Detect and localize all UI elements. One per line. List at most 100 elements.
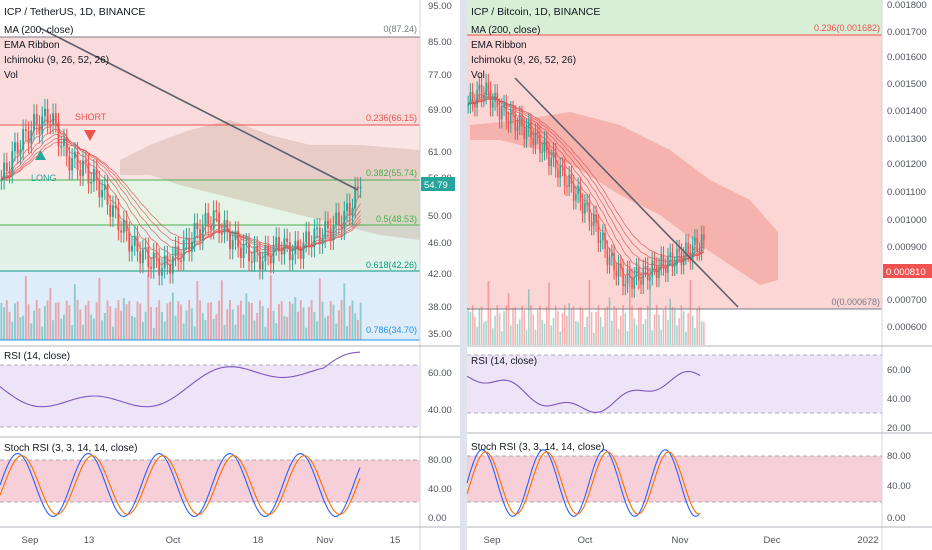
right-ytick: 0.001600 <box>887 52 927 63</box>
volume-bar <box>98 277 101 340</box>
candle-body <box>351 208 354 216</box>
volume-bar <box>239 300 242 340</box>
candle-body <box>131 245 133 252</box>
chart-separator[interactable] <box>460 0 467 550</box>
left-xtick: 15 <box>390 535 401 546</box>
volume-bar <box>359 302 362 340</box>
volume-bar <box>174 315 177 340</box>
candle-body <box>324 221 327 239</box>
candle-body <box>478 84 481 91</box>
right-xtick: 2022 <box>857 535 878 546</box>
right-rsi-title[interactable]: RSI (14, close) <box>471 356 537 367</box>
volume-bar <box>626 331 629 345</box>
left-rsi-title[interactable]: RSI (14, close) <box>4 351 70 362</box>
candle-body <box>642 268 645 285</box>
right-price-axis[interactable]: 0.001800 0.001700 0.001600 0.001500 0.00… <box>887 0 927 333</box>
volume-bar <box>640 307 642 345</box>
candle-body <box>90 181 93 184</box>
left-xtick: 13 <box>84 535 95 546</box>
volume-bar <box>201 313 204 340</box>
candle-body <box>163 255 166 269</box>
ema-ribbon-line <box>467 95 705 271</box>
volume-bar <box>316 321 319 340</box>
candle-body <box>348 203 351 216</box>
candle-body <box>660 255 663 267</box>
candle-body <box>84 160 87 164</box>
candle-body <box>602 233 604 241</box>
left-rsi-line <box>0 351 361 408</box>
volume-bar <box>685 331 687 345</box>
left-indicator-ma[interactable]: MA (200, close) <box>4 25 73 36</box>
candle-body <box>212 210 215 230</box>
volume-bar <box>27 304 30 340</box>
volume-bar <box>180 304 182 340</box>
left-indicator-vol[interactable]: Vol <box>4 70 18 81</box>
volume-bar <box>269 275 272 340</box>
candle-body <box>474 102 476 108</box>
right-indicator-ma[interactable]: MA (200, close) <box>471 25 540 36</box>
right-trendline[interactable] <box>514 77 739 308</box>
volume-bar <box>136 301 139 340</box>
volume-bar <box>559 331 561 345</box>
candle-body <box>182 240 185 262</box>
right-stoch-tick: 0.00 <box>887 513 906 524</box>
left-chart[interactable]: LONG SHORT 0(87.24) 0.236(66.15) 0.382(5… <box>0 0 460 550</box>
left-indicator-ema-ribbon[interactable]: EMA Ribbon <box>4 40 60 51</box>
volume-bar <box>125 304 128 340</box>
right-time-axis[interactable]: Sep Oct Nov Dec 2022 <box>484 535 879 546</box>
candle-body <box>646 266 649 281</box>
candle-body <box>622 267 624 287</box>
candle-body <box>557 168 559 178</box>
right-indicator-vol[interactable]: Vol <box>471 70 485 81</box>
candle-body <box>577 186 579 195</box>
volume-bar <box>561 313 564 345</box>
volume-bar <box>288 301 291 340</box>
volume-bar <box>471 305 474 345</box>
volume-bar <box>177 301 180 340</box>
candle-body <box>503 103 505 108</box>
candle-body <box>628 269 631 278</box>
volume-bar <box>318 278 321 340</box>
volume-bar <box>545 307 548 345</box>
fib-label-0.236: 0.236(66.15) <box>366 113 417 123</box>
right-chart[interactable]: 0.236(0.001682) 0(0.000678) ICP / Bitcoi… <box>466 0 932 550</box>
volume-bar <box>476 326 478 345</box>
volume-bar <box>579 306 582 345</box>
ema-ribbon-line <box>467 98 705 258</box>
candle-body <box>139 251 142 264</box>
right-indicator-ichimoku[interactable]: Ichimoku (9, 26, 52, 26) <box>471 55 576 66</box>
candle-body <box>305 231 308 243</box>
volume-bar <box>204 320 207 340</box>
candle-body <box>505 103 508 121</box>
left-price-axis[interactable]: 95.00 85.00 77.00 69.00 61.00 56.00 50.0… <box>428 1 452 340</box>
volume-bar <box>577 322 579 345</box>
right-ytick: 0.001700 <box>887 27 927 38</box>
right-indicator-ema-ribbon[interactable]: EMA Ribbon <box>471 40 527 51</box>
left-stoch-title[interactable]: Stoch RSI (3, 3, 14, 14, close) <box>4 443 137 454</box>
candle-body <box>671 252 674 267</box>
candle-body <box>215 210 218 213</box>
fib-label-0.786: 0.786(34.70) <box>366 325 417 335</box>
volume-bar <box>563 305 566 345</box>
candle-body <box>35 114 38 125</box>
volume-bar <box>41 326 44 340</box>
candle-body <box>185 237 188 241</box>
right-stoch-title[interactable]: Stoch RSI (3, 3, 14, 14, close) <box>471 442 604 453</box>
volume-bar <box>487 281 490 345</box>
left-stoch-band <box>0 460 420 502</box>
left-ytick: 42.00 <box>428 269 452 280</box>
candle-body <box>530 122 532 139</box>
candle-body <box>509 109 512 124</box>
candle-body <box>476 90 478 108</box>
volume-bar <box>73 284 76 340</box>
candle-body <box>46 108 49 124</box>
right-ytick: 0.001400 <box>887 106 927 117</box>
left-trendline[interactable] <box>39 27 359 191</box>
candle-body <box>494 92 496 102</box>
candle-body <box>76 151 79 170</box>
left-indicator-ichimoku[interactable]: Ichimoku (9, 26, 52, 26) <box>4 55 109 66</box>
left-time-axis[interactable]: Sep 13 Oct 18 Nov 15 <box>22 535 401 546</box>
candle-body <box>703 234 705 241</box>
left-xtick: Oct <box>166 535 181 546</box>
volume-bar <box>597 305 600 345</box>
